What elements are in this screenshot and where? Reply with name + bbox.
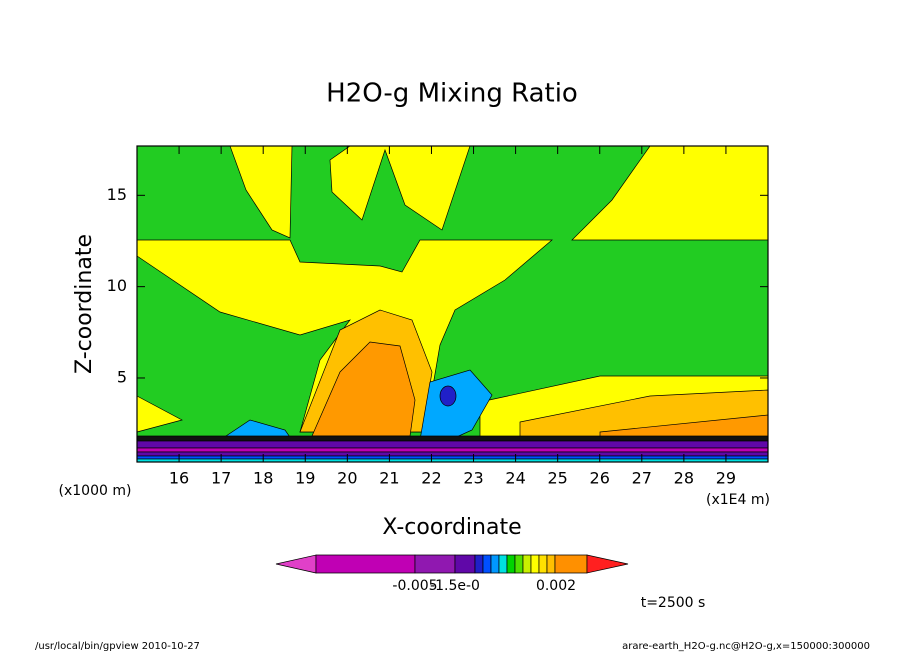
- colorbar-swatch: [522, 554, 532, 574]
- colorbar-swatch: [498, 554, 508, 574]
- x-tick-label: 18: [253, 469, 273, 488]
- plot-frame: [136, 145, 769, 463]
- colorbar-swatch: [490, 554, 500, 574]
- x-tick-label: 16: [169, 469, 189, 488]
- contour-region: [136, 435, 769, 442]
- x-tick-label: 19: [295, 469, 315, 488]
- colorbar-swatch: [546, 554, 556, 574]
- y-axis-label: Z-coordinate: [72, 234, 97, 374]
- x-tick-label: 20: [337, 469, 357, 488]
- colorbar-swatch: [554, 554, 588, 574]
- x-tick-label: 26: [590, 469, 610, 488]
- contour-region: [439, 385, 457, 407]
- x-tick-label: 23: [463, 469, 483, 488]
- x-tick-label: 21: [379, 469, 399, 488]
- colorbar-swatch: [482, 554, 492, 574]
- colorbar-tick-label: 0.002: [536, 578, 576, 594]
- x-axis-label: X-coordinate: [382, 515, 521, 540]
- footer-left: /usr/local/bin/gpview 2010-10-27: [35, 641, 200, 652]
- contour-region: [136, 451, 769, 457]
- annotation: t=2500 s: [641, 595, 706, 611]
- y-tick-label: 15: [107, 185, 127, 204]
- contour-region: [136, 447, 769, 453]
- colorbar-swatch: [315, 554, 416, 574]
- contour-field: [136, 145, 769, 463]
- contour-region: [136, 440, 769, 449]
- colorbar-swatch: [506, 554, 516, 574]
- contour-region: [136, 455, 769, 460]
- colorbar-tick-label: -0.005: [392, 578, 437, 594]
- colorbar-tick-label: -1.5e-0: [430, 578, 480, 594]
- x-unit: (x1E4 m): [706, 492, 770, 508]
- x-tick-label: 27: [632, 469, 652, 488]
- colorbar-swatch: [454, 554, 476, 574]
- x-tick-label: 28: [674, 469, 694, 488]
- x-tick-label: 24: [505, 469, 525, 488]
- y-tick-label: 10: [107, 276, 127, 295]
- y-unit: (x1000 m): [59, 483, 132, 499]
- x-tick-label: 25: [547, 469, 567, 488]
- colorbar-swatch: [514, 554, 524, 574]
- colorbar-swatch: [530, 554, 540, 574]
- colorbar-swatch: [474, 554, 484, 574]
- colorbar-swatch: [538, 554, 548, 574]
- colorbar-swatch: [414, 554, 456, 574]
- x-tick-label: 17: [211, 469, 231, 488]
- x-tick-label: 22: [421, 469, 441, 488]
- footer-right: arare-earth_H2O-g.nc@H2O-g,x=150000:3000…: [622, 641, 870, 652]
- colorbar-swatch: [275, 554, 317, 574]
- chart-title: H2O-g Mixing Ratio: [326, 79, 578, 109]
- y-tick-label: 5: [117, 367, 127, 386]
- colorbar-swatch: [586, 554, 629, 574]
- x-tick-label: 29: [716, 469, 736, 488]
